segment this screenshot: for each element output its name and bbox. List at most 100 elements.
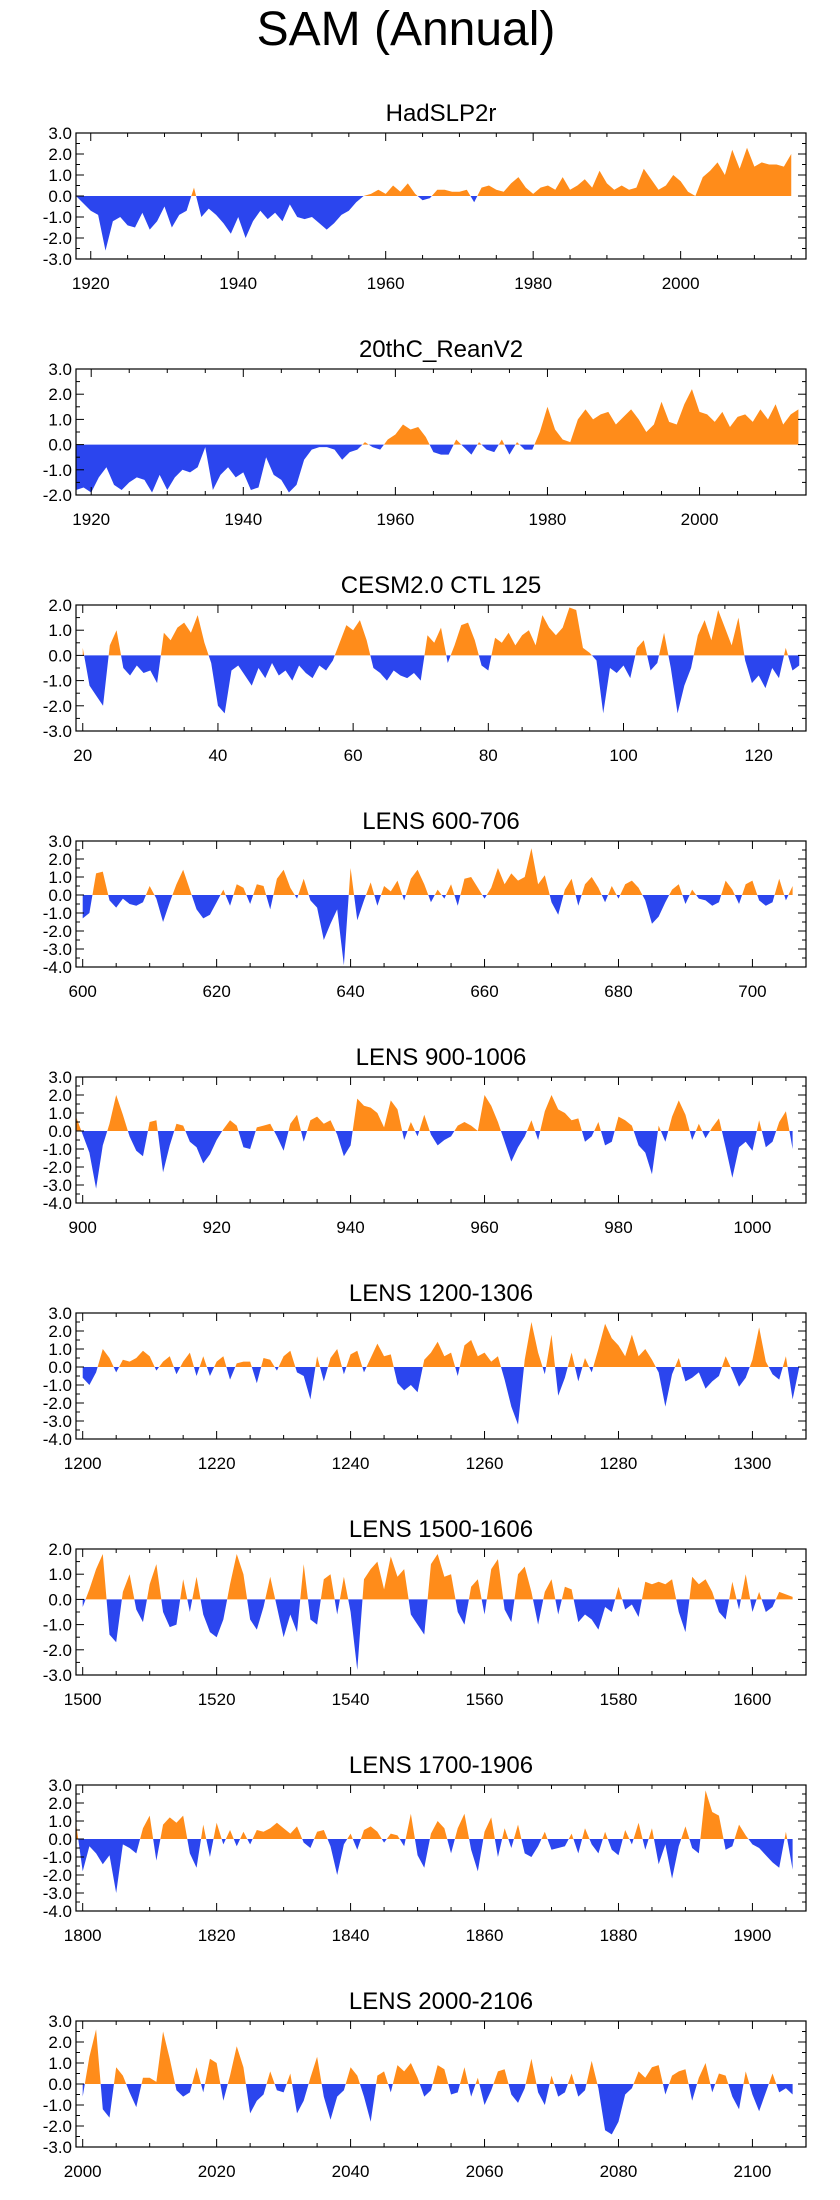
x-tick-label: 1920: [72, 274, 110, 293]
y-tick-label: 2.0: [48, 2033, 72, 2052]
negative-area: [82, 655, 800, 714]
y-tick-label: -3.0: [43, 1412, 72, 1431]
y-tick-label: -3.0: [43, 940, 72, 959]
y-tick-label: 1.0: [48, 1340, 72, 1359]
x-tick-label: 660: [470, 982, 498, 1001]
y-tick-label: 1.0: [48, 410, 72, 429]
plot-frame: [75, 1312, 807, 1440]
y-tick-label: 1.0: [48, 621, 72, 640]
x-tick-label: 2000: [662, 274, 700, 293]
negative-area: [76, 196, 792, 251]
x-tick-label: 1500: [64, 1690, 102, 1709]
x-tick-label: 2060: [466, 2162, 504, 2181]
x-tick-label: 1280: [600, 1454, 638, 1473]
chart-title: HadSLP2r: [386, 100, 497, 127]
chart-panel-6: LENS 1200-1306 3.02.01.00.0-1.0-2.0-3.0-4…: [43, 1280, 807, 1473]
y-tick-label: -3.0: [43, 2138, 72, 2157]
chart-panel-3: CESM2.0 CTL 125 2.0 1.0 0.0 -1.0 -2.0 -3.020 40…: [43, 572, 807, 765]
x-tick-label: 1540: [332, 1690, 370, 1709]
y-tick-label: 3.0: [48, 832, 72, 851]
y-tick-label: 1.0: [48, 166, 72, 185]
y-tick-label: -4.0: [43, 1194, 72, 1213]
x-tick-label: 2040: [332, 2162, 370, 2181]
positive-area: [76, 1095, 793, 1131]
chart-title: LENS 1200-1306: [349, 1280, 533, 1307]
y-tick-label: 2.0: [48, 596, 72, 615]
y-tick-label: 0.0: [48, 1830, 72, 1849]
y-tick-label: 3.0: [48, 360, 72, 379]
x-tick-label: 1220: [198, 1454, 236, 1473]
chart-title: LENS 600-706: [362, 808, 519, 835]
y-tick-label: -3.0: [43, 250, 72, 269]
chart-title: LENS 1700-1906: [349, 1752, 533, 1779]
y-tick-label: 2.0: [48, 145, 72, 164]
x-tick-label: 100: [609, 746, 637, 765]
x-tick-label: 1520: [198, 1690, 236, 1709]
y-tick-label: 1.0: [48, 2054, 72, 2073]
chart-panel-5: LENS 900-1006 3.02.01.00.0-1.0-2.0-3.0-4.…: [43, 1044, 807, 1237]
positive-area: [82, 848, 793, 895]
x-tick-label: 2100: [734, 2162, 772, 2181]
x-tick-label: 1600: [734, 1690, 772, 1709]
y-tick-label: -2.0: [43, 922, 72, 941]
y-tick-label: 0.0: [48, 646, 72, 665]
x-tick-label: 1860: [466, 1926, 504, 1945]
y-tick-label: -4.0: [43, 958, 72, 977]
x-tick-label: 1880: [600, 1926, 638, 1945]
x-tick-label: 600: [69, 982, 97, 1001]
x-tick-label: 1960: [367, 274, 405, 293]
y-tick-label: -3.0: [43, 1884, 72, 1903]
x-tick-label: 80: [479, 746, 498, 765]
y-tick-label: -1.0: [43, 208, 72, 227]
x-tick-label: 1940: [224, 510, 262, 529]
negative-area: [76, 444, 799, 493]
y-tick-label: -3.0: [43, 1666, 72, 1685]
chart-panel-7: LENS 1500-1606 2.0 1.0 0.0 -1.0 -2.0 -3.0 1500 1…: [43, 1516, 807, 1709]
chart-panel-9: LENS 2000-2106 3.0 2.0 1.0 0.0 -1.0 -2.0 -3.0 20…: [43, 1988, 807, 2181]
y-tick-label: 3.0: [48, 1776, 72, 1795]
y-tick-label: 0.0: [48, 187, 72, 206]
y-tick-label: 3.0: [48, 1304, 72, 1323]
x-tick-label: 1260: [466, 1454, 504, 1473]
x-tick-label: 1300: [734, 1454, 772, 1473]
y-tick-label: -2.0: [43, 1394, 72, 1413]
y-tick-label: -2.0: [43, 697, 72, 716]
y-tick-label: -1.0: [43, 672, 72, 691]
y-tick-label: 0.0: [48, 886, 72, 905]
y-tick-label: 0.0: [48, 2075, 72, 2094]
x-tick-label: 1800: [64, 1926, 102, 1945]
y-tick-label: 2.0: [48, 385, 72, 404]
x-tick-label: 960: [470, 1218, 498, 1237]
y-tick-label: 2.0: [48, 850, 72, 869]
positive-area: [76, 147, 792, 196]
y-tick-label: 3.0: [48, 1068, 72, 1087]
y-tick-label: -4.0: [43, 1430, 72, 1449]
y-tick-label: -1.0: [43, 1376, 72, 1395]
y-tick-label: -2.0: [43, 1641, 72, 1660]
x-tick-label: 20: [73, 746, 92, 765]
figure-title: SAM (Annual): [256, 3, 556, 56]
positive-area: [82, 1554, 793, 1600]
x-tick-label: 1900: [734, 1926, 772, 1945]
x-tick-label: 920: [202, 1218, 230, 1237]
positive-area: [82, 2029, 793, 2084]
x-tick-label: 120: [744, 746, 772, 765]
negative-area: [76, 1131, 793, 1189]
plot-frame: [75, 840, 807, 968]
chart-panel-8: LENS 1700-1906 3.02.01.00.0-1.0-2.0-3.0-4…: [43, 1752, 807, 1945]
x-tick-label: 1980: [529, 510, 567, 529]
x-tick-label: 1960: [376, 510, 414, 529]
x-tick-label: 640: [336, 982, 364, 1001]
y-tick-label: -1.0: [43, 461, 72, 480]
y-tick-label: 1.0: [48, 1565, 72, 1584]
negative-area: [82, 895, 793, 966]
chart-title: LENS 2000-2106: [349, 1988, 533, 2015]
y-tick-label: 0.0: [48, 1122, 72, 1141]
x-tick-label: 60: [344, 746, 363, 765]
y-tick-label: -2.0: [43, 2117, 72, 2136]
x-tick-label: 2020: [198, 2162, 236, 2181]
x-tick-label: 1560: [466, 1690, 504, 1709]
y-tick-label: -2.0: [43, 486, 72, 505]
